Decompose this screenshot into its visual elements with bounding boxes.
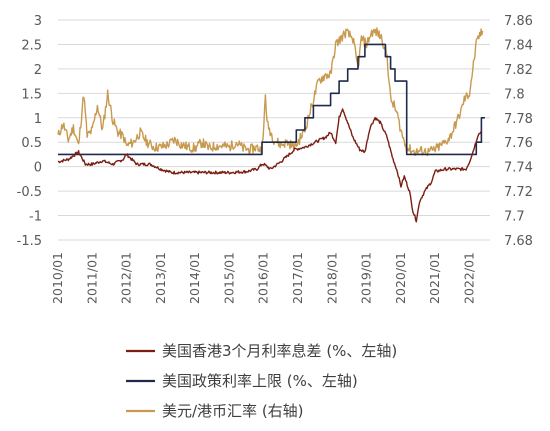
x-tick-label: 2021/01 bbox=[427, 252, 442, 304]
right-tick-label: 7.72 bbox=[504, 185, 533, 200]
left-tick-label: 0 bbox=[34, 161, 42, 176]
left-tick-label: -1.5 bbox=[17, 234, 42, 249]
right-tick-label: 7.8 bbox=[504, 87, 525, 102]
x-tick-label: 2016/01 bbox=[256, 252, 271, 304]
grid-lines bbox=[58, 19, 490, 241]
series-lines bbox=[57, 27, 485, 223]
left-axis-ticks: 3 2.5 2 1.5 1 0.5 0 -0.5 -1 -1.5 bbox=[17, 14, 42, 249]
x-tick-label: 2010/01 bbox=[50, 252, 65, 304]
x-tick-label: 2018/01 bbox=[324, 252, 339, 304]
x-tick-label: 2011/01 bbox=[84, 252, 99, 304]
left-tick-label: 1 bbox=[34, 112, 42, 127]
right-tick-label: 7.86 bbox=[504, 14, 533, 29]
legend-label-usdhkd: 美元/港币汇率 (右轴) bbox=[162, 402, 304, 420]
x-tick-label: 2013/01 bbox=[153, 252, 168, 304]
x-tick-label: 2022/01 bbox=[461, 252, 476, 304]
x-tick-label: 2019/01 bbox=[359, 252, 374, 304]
right-tick-label: 7.82 bbox=[504, 63, 533, 78]
legend: 美国香港3个月利率息差 (%、左轴) 美国政策利率上限 (%、左轴) 美元/港币… bbox=[126, 342, 397, 420]
x-tick-label: 2020/01 bbox=[393, 252, 408, 304]
left-tick-label: 2.5 bbox=[21, 38, 42, 53]
x-axis-ticks: 2010/01 2011/01 2012/01 2013/01 2014/01 2015/… bbox=[50, 252, 476, 304]
left-tick-label: 1.5 bbox=[21, 87, 42, 102]
x-tick-label: 2012/01 bbox=[119, 252, 134, 304]
series-line-us-policy-rate bbox=[58, 43, 485, 156]
x-tick-label: 2015/01 bbox=[221, 252, 236, 304]
right-tick-label: 7.7 bbox=[504, 210, 525, 225]
right-tick-label: 7.76 bbox=[504, 136, 533, 151]
right-tick-label: 7.74 bbox=[504, 161, 533, 176]
legend-label-spread: 美国香港3个月利率息差 (%、左轴) bbox=[162, 342, 397, 360]
right-tick-label: 7.78 bbox=[504, 112, 533, 127]
left-tick-label: -0.5 bbox=[17, 185, 42, 200]
x-tick-label: 2017/01 bbox=[290, 252, 305, 304]
right-axis-ticks: 7.86 7.84 7.82 7.8 7.78 7.76 7.74 7.72 7.7 7.68 bbox=[504, 14, 533, 249]
left-tick-label: -1 bbox=[29, 210, 42, 225]
left-tick-label: 0.5 bbox=[21, 136, 42, 151]
left-tick-label: 2 bbox=[34, 63, 42, 78]
legend-label-policy-rate: 美国政策利率上限 (%、左轴) bbox=[162, 372, 358, 390]
series-line-hk-us-spread bbox=[57, 108, 482, 223]
series-line-usd-hkd bbox=[57, 27, 484, 157]
x-tick-label: 2014/01 bbox=[187, 252, 202, 304]
right-tick-label: 7.84 bbox=[504, 38, 533, 53]
left-tick-label: 3 bbox=[34, 14, 42, 29]
right-tick-label: 7.68 bbox=[504, 234, 533, 249]
